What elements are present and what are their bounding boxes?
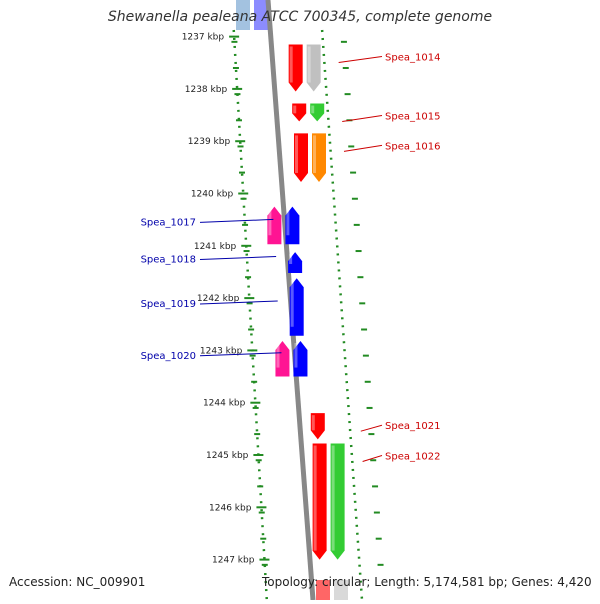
cog-block-highlight <box>311 105 315 114</box>
ruler-tick-label: 1238 kbp <box>185 85 228 95</box>
gene-label: Spea_1018 <box>141 255 196 266</box>
ruler-tick-label: 1247 kbp <box>212 556 255 566</box>
ruler-tick-label: 1241 kbp <box>194 242 237 252</box>
offscreen-block <box>334 580 348 600</box>
gene-arrow-highlight <box>295 135 299 174</box>
cog-block-highlight <box>276 342 280 368</box>
gene-label: Spea_1015 <box>385 112 440 123</box>
gene-label-leader <box>199 352 282 357</box>
gene-label: Spea_1020 <box>141 351 196 362</box>
gene-arrow-highlight <box>294 342 298 368</box>
gene-label-leader <box>360 424 383 432</box>
cog-block <box>267 206 282 245</box>
gene-arrow <box>288 44 303 92</box>
gene-label-leader <box>199 300 278 305</box>
gene-label: Spea_1019 <box>141 299 196 310</box>
ruler-tick-label: 1242 kbp <box>197 294 240 304</box>
gene-label: Spea_1022 <box>385 452 440 463</box>
offscreen-block <box>236 0 250 30</box>
gene-arrow-highlight <box>313 445 317 551</box>
cog-block <box>310 103 325 122</box>
gene-label: Spea_1014 <box>385 52 440 63</box>
gene-label: Spea_1017 <box>141 217 196 228</box>
ruler-tick-label: 1239 kbp <box>188 137 231 147</box>
cog-block-highlight <box>331 445 335 551</box>
ruler-tick-label: 1240 kbp <box>191 190 234 200</box>
gene-arrow-highlight <box>286 208 290 236</box>
cog-block <box>275 340 290 377</box>
gene-arrow <box>285 206 300 245</box>
gene-arrow-highlight <box>290 280 294 327</box>
gene-arrow-highlight <box>311 415 315 431</box>
ruler-dotted-line <box>232 29 269 601</box>
cog-block-highlight <box>307 46 311 83</box>
gene-label-leader <box>362 455 383 462</box>
ruler-tick-label: 1243 kbp <box>200 346 243 356</box>
offscreen-block <box>316 580 330 600</box>
gene-arrow-highlight <box>289 46 293 83</box>
gene-arrow-highlight <box>289 254 293 265</box>
ruler-tick-label: 1246 kbp <box>209 503 252 513</box>
ruler-tick-label: 1245 kbp <box>206 451 249 461</box>
accession-text: Accession: NC_009901 <box>9 575 146 589</box>
gene-arrow <box>294 133 309 183</box>
cog-block <box>306 44 321 92</box>
gene-arrow <box>310 413 325 440</box>
gene-label-leader <box>338 55 383 63</box>
ruler-tick-label: 1237 kbp <box>182 33 225 43</box>
gene-arrow <box>288 252 303 274</box>
gene-label-leader <box>342 115 383 123</box>
gene-label-leader <box>343 144 383 152</box>
cog-block <box>312 133 327 183</box>
offscreen-block <box>254 0 268 30</box>
cog-block-highlight <box>268 208 272 236</box>
gene-arrow-highlight <box>293 105 297 114</box>
cog-block <box>330 443 345 560</box>
gene-arrow <box>293 340 308 377</box>
gene-label: Spea_1021 <box>385 421 440 432</box>
gene-arrow <box>312 443 327 560</box>
genome-stats-text: Topology: circular; Length: 5,174,581 bp… <box>262 575 592 589</box>
cog-block-highlight <box>313 135 317 174</box>
gene-arrow <box>292 103 307 122</box>
gene-arrow <box>289 278 304 336</box>
gene-label-leader <box>199 218 274 223</box>
gene-label-leader <box>199 256 277 261</box>
gene-label: Spea_1016 <box>385 141 440 152</box>
ruler-tick-label: 1244 kbp <box>203 399 246 409</box>
genome-title: Shewanella pealeana ATCC 700345, complet… <box>107 9 493 25</box>
